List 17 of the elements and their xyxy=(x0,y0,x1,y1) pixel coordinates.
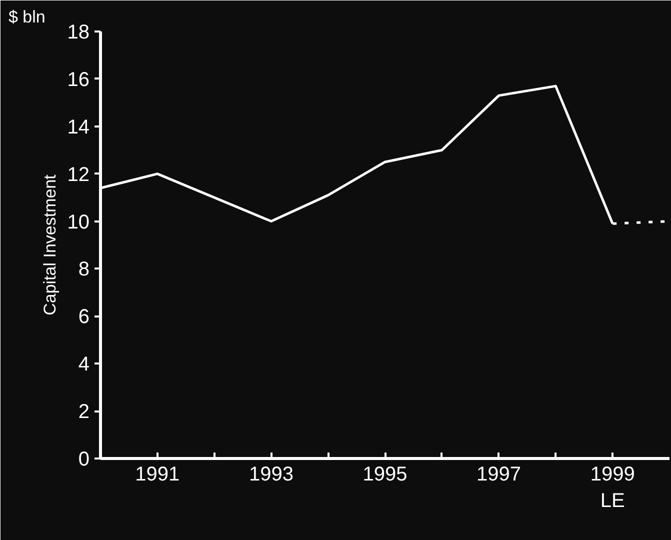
y-tick-label: 6 xyxy=(78,306,90,328)
x-tick-label: 1997 xyxy=(476,464,522,486)
x-tick-label: 1993 xyxy=(248,464,294,486)
y-tick-label: 16 xyxy=(67,68,90,91)
y-tick-label: 2 xyxy=(78,401,90,424)
y-tick-label: 12 xyxy=(67,164,90,186)
y-axis-title: Capital Investment xyxy=(40,174,60,316)
y-tick-label: 8 xyxy=(78,258,90,281)
x-tick-label: 1995 xyxy=(362,464,408,486)
text: $ bln xyxy=(8,8,46,26)
x-tick-label: 1999 LE xyxy=(590,464,635,512)
y-tick-label: 0 xyxy=(78,448,90,470)
y-tick-label: 14 xyxy=(67,116,90,138)
y-tick-label: 10 xyxy=(67,211,90,234)
x-tick-label: 1991 xyxy=(135,464,180,486)
y-tick-label: 18 xyxy=(67,22,90,44)
y-tick-label: 4 xyxy=(78,354,90,376)
